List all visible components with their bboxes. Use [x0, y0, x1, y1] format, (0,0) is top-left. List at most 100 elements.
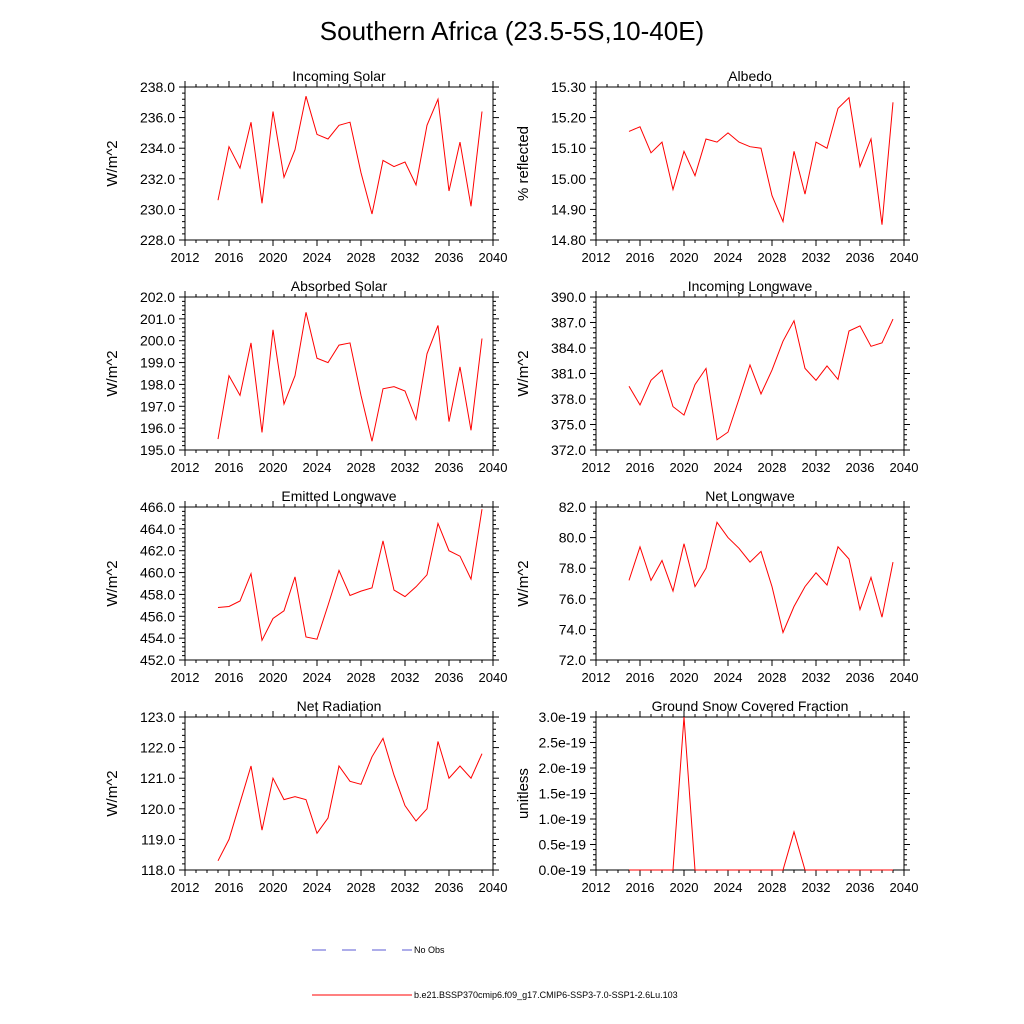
- y-tick-label: 456.0: [140, 608, 175, 624]
- series-line: [217, 737, 483, 862]
- x-tick-label: 2040: [479, 250, 508, 265]
- y-tick-label: 466.0: [140, 499, 175, 515]
- x-tick-label: 2040: [479, 880, 508, 895]
- series-line: [217, 96, 483, 215]
- x-tick-label: 2020: [259, 250, 288, 265]
- y-tick-label: 200.0: [140, 333, 175, 349]
- y-tick-label: 3.0e-19: [539, 709, 587, 725]
- x-tick-label: 2012: [171, 880, 200, 895]
- chart-panel: Incoming Longwave 2012 2016 2020 2024 2028 203…: [515, 278, 918, 475]
- x-tick-label: 2032: [802, 670, 831, 685]
- series-line: [628, 318, 894, 441]
- series-line: [628, 96, 894, 225]
- x-tick-label: 2020: [259, 880, 288, 895]
- series-line: [629, 716, 893, 871]
- x-tick-label: 2028: [347, 670, 376, 685]
- y-tick-label: 230.0: [140, 201, 175, 217]
- y-tick-label: 390.0: [551, 289, 586, 305]
- chart-title: Ground Snow Covered Fraction: [652, 698, 849, 714]
- chart-panel: Emitted Longwave 2012 2016 2020 2024 2028 2032…: [104, 488, 507, 685]
- x-tick-label: 2012: [171, 250, 200, 265]
- x-tick-label: 2020: [259, 460, 288, 475]
- y-tick-label: 72.0: [559, 652, 586, 668]
- y-tick-label: 15.10: [551, 140, 586, 156]
- y-tick-label: 454.0: [140, 630, 175, 646]
- y-tick-label: 196.0: [140, 420, 175, 436]
- x-tick-label: 2020: [670, 880, 699, 895]
- x-tick-label: 2020: [670, 250, 699, 265]
- x-tick-label: 2012: [582, 250, 611, 265]
- x-tick-label: 2016: [626, 250, 655, 265]
- chart-title: Incoming Longwave: [688, 278, 813, 294]
- plot-frame: [595, 296, 905, 451]
- x-tick-label: 2016: [215, 670, 244, 685]
- plot-frame: [595, 506, 905, 661]
- chart-panel: Albedo 2012 2016 2020 2024 2028 2032 2036 2040 14…: [515, 68, 918, 265]
- y-tick-label: 375.0: [551, 417, 586, 433]
- y-tick-label: 15.00: [551, 171, 586, 187]
- x-tick-label: 2036: [435, 250, 464, 265]
- x-tick-label: 2036: [435, 670, 464, 685]
- x-tick-label: 2012: [582, 460, 611, 475]
- x-tick-label: 2020: [670, 670, 699, 685]
- y-tick-label: 452.0: [140, 652, 175, 668]
- y-tick-label: 378.0: [551, 391, 586, 407]
- y-tick-label: 15.20: [551, 110, 586, 126]
- y-tick-label: 462.0: [140, 543, 175, 559]
- y-tick-label: 387.0: [551, 315, 586, 331]
- series-line: [217, 312, 483, 442]
- x-tick-label: 2032: [802, 880, 831, 895]
- x-tick-label: 2028: [347, 460, 376, 475]
- plot-frame: [595, 86, 905, 241]
- x-tick-label: 2040: [890, 250, 919, 265]
- y-tick-label: 123.0: [140, 709, 175, 725]
- y-axis-label: W/m^2: [104, 350, 121, 396]
- legend-obs-label: No Obs: [414, 945, 445, 955]
- y-axis-label: W/m^2: [104, 560, 121, 606]
- x-tick-label: 2020: [670, 460, 699, 475]
- legend: No Obs b.e21.BSSP370cmip6.f09_g17.CMIP6-…: [312, 945, 678, 1000]
- series-line: [217, 509, 483, 642]
- y-tick-label: 372.0: [551, 442, 586, 458]
- x-tick-label: 2036: [846, 670, 875, 685]
- x-tick-label: 2040: [479, 460, 508, 475]
- y-tick-label: 460.0: [140, 565, 175, 581]
- chart-title: Albedo: [728, 68, 772, 84]
- y-tick-label: 121.0: [140, 770, 175, 786]
- y-tick-label: 0.0e-19: [539, 862, 587, 878]
- x-tick-label: 2028: [758, 250, 787, 265]
- x-tick-label: 2032: [391, 880, 420, 895]
- plot-frame: [184, 716, 494, 871]
- x-tick-label: 2012: [171, 460, 200, 475]
- x-tick-label: 2040: [890, 670, 919, 685]
- plot-frame: [184, 296, 494, 451]
- figure-title: Southern Africa (23.5-5S,10-40E): [320, 16, 704, 46]
- chart-title: Net Radiation: [297, 698, 382, 714]
- x-tick-label: 2020: [259, 670, 288, 685]
- x-tick-label: 2032: [391, 670, 420, 685]
- y-axis-label: W/m^2: [515, 560, 532, 606]
- x-tick-label: 2012: [582, 670, 611, 685]
- y-tick-label: 234.0: [140, 140, 175, 156]
- y-tick-label: 0.5e-19: [539, 837, 587, 853]
- y-tick-label: 2.0e-19: [539, 760, 587, 776]
- y-tick-label: 464.0: [140, 521, 175, 537]
- x-tick-label: 2024: [714, 460, 743, 475]
- chart-title: Absorbed Solar: [291, 278, 388, 294]
- x-tick-label: 2012: [171, 670, 200, 685]
- y-tick-label: 118.0: [141, 862, 175, 878]
- y-tick-label: 197.0: [140, 398, 175, 414]
- chart-panel: Absorbed Solar 2012 2016 2020 2024 2028 2032 20…: [104, 278, 507, 475]
- x-tick-label: 2016: [626, 880, 655, 895]
- y-tick-label: 122.0: [140, 740, 175, 756]
- y-tick-label: 238.0: [140, 79, 175, 95]
- x-tick-label: 2016: [215, 460, 244, 475]
- chart-panel: Incoming Solar 2012 2016 2020 2024 2028 2032 20…: [104, 68, 507, 265]
- y-tick-label: 201.0: [140, 311, 175, 327]
- x-tick-label: 2028: [347, 880, 376, 895]
- x-tick-label: 2036: [435, 880, 464, 895]
- x-tick-label: 2040: [479, 670, 508, 685]
- y-tick-label: 198.0: [140, 376, 175, 392]
- y-tick-label: 76.0: [559, 591, 586, 607]
